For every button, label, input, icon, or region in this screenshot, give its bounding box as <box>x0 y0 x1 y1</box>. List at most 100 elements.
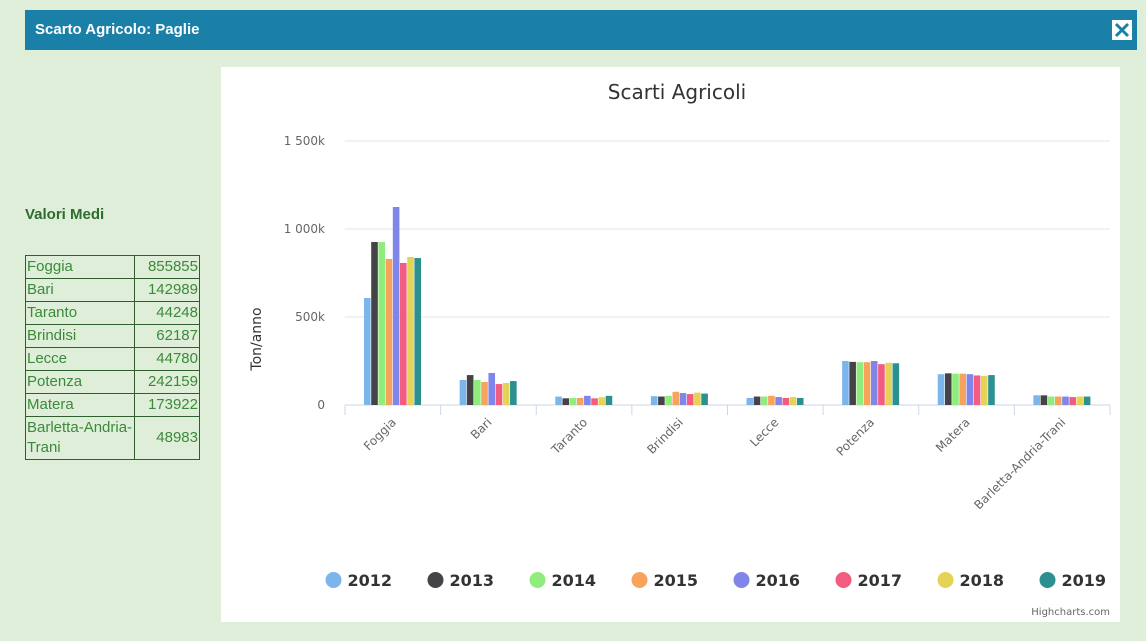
bar <box>849 361 856 405</box>
bar <box>966 374 974 405</box>
bar <box>385 258 393 405</box>
table-title: Valori Medi <box>25 206 105 223</box>
legend-marker <box>631 572 648 588</box>
bar <box>591 398 598 405</box>
value-cell: 48983 <box>134 416 200 460</box>
name-cell: Lecce <box>25 347 135 371</box>
name-cell: Potenza <box>25 370 135 394</box>
bar <box>856 362 864 405</box>
chart: Scarti Agricoli Ton/anno Highcharts.com … <box>221 67 1120 622</box>
bar <box>502 383 510 405</box>
bar <box>672 391 680 405</box>
legend-label: 2014 <box>552 571 597 590</box>
credits: Highcharts.com <box>1031 607 1110 618</box>
bar <box>1033 395 1040 405</box>
bar <box>584 395 591 405</box>
bar <box>598 397 606 405</box>
bar <box>746 397 754 405</box>
bar <box>1040 395 1048 405</box>
bar <box>555 396 562 405</box>
bar <box>782 397 790 405</box>
table-row: Matera 173922 <box>25 393 200 417</box>
bar <box>407 256 414 405</box>
bar <box>789 397 797 405</box>
bar <box>944 373 952 405</box>
bar <box>488 372 496 405</box>
value-cell: 62187 <box>134 324 200 348</box>
y-tick-label: 0 <box>317 398 325 412</box>
legend-marker <box>1039 572 1056 588</box>
legend-label: 2017 <box>858 571 903 590</box>
name-cell: Brindisi <box>25 324 135 348</box>
bar <box>364 297 371 405</box>
chart-background <box>221 67 1120 622</box>
table-row: Foggia 855855 <box>25 255 200 279</box>
table-row: Bari 142989 <box>25 278 200 302</box>
table-row: Barletta-Andria-Trani 48983 <box>25 416 200 460</box>
bar <box>392 207 400 405</box>
name-cell: Taranto <box>25 301 135 325</box>
bar <box>980 375 988 405</box>
bar <box>701 393 708 405</box>
legend-marker <box>325 572 342 588</box>
bar <box>842 361 849 405</box>
bar <box>495 384 503 405</box>
value-cell: 855855 <box>134 255 200 279</box>
legend-label: 2013 <box>450 571 495 590</box>
table-row: Lecce 44780 <box>25 347 200 371</box>
bar <box>1054 396 1062 405</box>
bar <box>885 362 892 405</box>
value-cell: 44248 <box>134 301 200 325</box>
name-cell: Foggia <box>25 255 135 279</box>
bar <box>878 364 885 405</box>
bar <box>371 242 378 405</box>
close-button[interactable] <box>1111 19 1133 41</box>
table-row: Taranto 44248 <box>25 301 200 325</box>
name-cell: Bari <box>25 278 135 302</box>
bar <box>569 397 577 405</box>
value-cell: 242159 <box>134 370 200 394</box>
bar <box>952 373 959 405</box>
table-row: Potenza 242159 <box>25 370 200 394</box>
header-title: Scarto Agricolo: Paglie <box>35 21 200 38</box>
name-cell: Barletta-Andria-Trani <box>25 416 135 460</box>
bar <box>1076 396 1084 405</box>
bar <box>605 395 613 405</box>
bar <box>760 396 768 405</box>
bar <box>753 396 761 405</box>
header-bar: Scarto Agricolo: Paglie <box>25 10 1137 50</box>
bar <box>481 381 488 405</box>
value-cell: 173922 <box>134 393 200 417</box>
bar <box>679 393 687 405</box>
bar <box>650 396 658 405</box>
bar <box>1047 396 1055 405</box>
close-icon <box>1114 22 1130 38</box>
bar <box>466 375 474 405</box>
y-tick-label: 500k <box>295 310 325 324</box>
bar <box>973 375 981 405</box>
bar <box>775 397 782 405</box>
averages-table: Foggia 855855 Bari 142989 Taranto 44248 Brindi… <box>25 255 200 460</box>
bar <box>892 363 900 405</box>
bar <box>414 258 422 405</box>
bar <box>562 398 570 405</box>
legend-label: 2016 <box>756 571 801 590</box>
bar <box>459 380 467 405</box>
bar <box>768 395 775 405</box>
legend-marker <box>835 572 852 588</box>
bar <box>665 395 672 405</box>
table-row: Brindisi 62187 <box>25 324 200 348</box>
value-cell: 44780 <box>134 347 200 371</box>
bar <box>870 361 878 405</box>
bar <box>988 375 995 405</box>
bar <box>686 394 694 405</box>
bar <box>863 362 871 405</box>
bar <box>1083 396 1091 405</box>
bar <box>378 242 386 405</box>
bar <box>796 397 804 405</box>
name-cell: Matera <box>25 393 135 417</box>
legend-marker <box>427 572 444 588</box>
bar <box>400 262 407 405</box>
bar <box>694 392 701 405</box>
